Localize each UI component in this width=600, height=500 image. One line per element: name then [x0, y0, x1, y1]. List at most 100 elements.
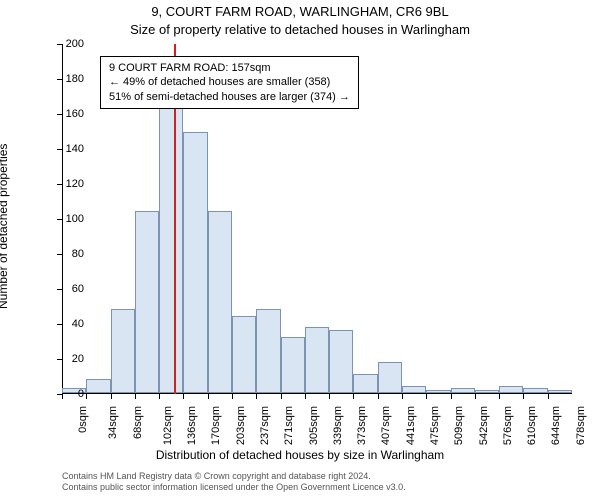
- attribution-footer: Contains HM Land Registry data © Crown c…: [62, 471, 406, 494]
- info-box-line: ← 49% of detached houses are smaller (35…: [109, 75, 350, 89]
- x-tick-label: 102sqm: [162, 406, 174, 445]
- x-tick: [353, 394, 354, 399]
- y-axis-line: [62, 44, 63, 394]
- y-tick: [57, 79, 62, 80]
- y-tick-label: 200: [66, 38, 84, 50]
- y-tick: [57, 324, 62, 325]
- x-tick: [475, 394, 476, 399]
- x-tick-label: 136sqm: [186, 406, 198, 445]
- x-tick: [426, 394, 427, 399]
- x-tick: [329, 394, 330, 399]
- x-tick: [256, 394, 257, 399]
- histogram-bar: [402, 386, 426, 393]
- y-tick-label: 0: [78, 388, 84, 400]
- x-tick: [499, 394, 500, 399]
- y-tick-label: 20: [72, 353, 84, 365]
- x-tick-label: 407sqm: [381, 406, 393, 445]
- x-tick-label: 509sqm: [453, 406, 465, 445]
- y-tick: [57, 289, 62, 290]
- histogram-bar: [305, 327, 329, 394]
- histogram-bar: [86, 379, 110, 393]
- histogram-bar: [329, 330, 353, 393]
- title-text: Size of property relative to detached ho…: [130, 22, 470, 37]
- x-tick: [159, 394, 160, 399]
- info-box: 9 COURT FARM ROAD: 157sqm← 49% of detach…: [100, 56, 359, 109]
- y-tick-label: 60: [72, 283, 84, 295]
- x-tick: [523, 394, 524, 399]
- histogram-bar: [183, 132, 207, 393]
- x-tick: [135, 394, 136, 399]
- y-tick: [57, 44, 62, 45]
- y-axis-label-text: Number of detached properties: [0, 144, 10, 309]
- x-tick: [111, 394, 112, 399]
- x-tick: [402, 394, 403, 399]
- histogram-bar: [426, 390, 450, 394]
- chart-container: 9, COURT FARM ROAD, WARLINGHAM, CR6 9BL …: [0, 0, 600, 500]
- supertitle-text: 9, COURT FARM ROAD, WARLINGHAM, CR6 9BL: [151, 4, 448, 19]
- y-tick-label: 160: [66, 108, 84, 120]
- x-tick-label: 237sqm: [259, 406, 271, 445]
- x-tick: [378, 394, 379, 399]
- info-box-line: 51% of semi-detached houses are larger (…: [109, 90, 350, 104]
- x-tick: [62, 394, 63, 399]
- chart-title: Size of property relative to detached ho…: [0, 22, 600, 37]
- x-tick: [451, 394, 452, 399]
- y-tick-label: 180: [66, 73, 84, 85]
- histogram-bar: [451, 388, 475, 393]
- x-tick-label: 0sqm: [77, 406, 89, 433]
- y-tick: [57, 359, 62, 360]
- histogram-bar: [499, 386, 523, 393]
- x-tick: [305, 394, 306, 399]
- x-tick-label: 542sqm: [478, 406, 490, 445]
- y-tick-label: 100: [66, 213, 84, 225]
- y-tick: [57, 254, 62, 255]
- x-tick-label: 610sqm: [526, 406, 538, 445]
- y-axis-label: Number of detached properties: [0, 144, 10, 309]
- x-axis-label-text: Distribution of detached houses by size …: [156, 448, 444, 462]
- x-tick-label: 475sqm: [429, 406, 441, 445]
- x-tick: [232, 394, 233, 399]
- x-tick: [548, 394, 549, 399]
- y-tick: [57, 149, 62, 150]
- x-tick-label: 271sqm: [283, 406, 295, 445]
- footer-line-1: Contains HM Land Registry data © Crown c…: [62, 471, 406, 483]
- histogram-bar: [281, 337, 305, 393]
- footer-line-2: Contains public sector information licen…: [62, 482, 406, 494]
- info-box-line: 9 COURT FARM ROAD: 157sqm: [109, 61, 350, 75]
- histogram-bar: [232, 316, 256, 393]
- chart-supertitle: 9, COURT FARM ROAD, WARLINGHAM, CR6 9BL: [0, 4, 600, 19]
- x-tick-label: 441sqm: [405, 406, 417, 445]
- histogram-bar: [208, 211, 232, 393]
- y-tick-label: 120: [66, 178, 84, 190]
- x-tick-label: 373sqm: [356, 406, 368, 445]
- plot-area: 0sqm34sqm68sqm102sqm136sqm170sqm203sqm23…: [62, 44, 572, 394]
- x-tick: [281, 394, 282, 399]
- x-tick-label: 34sqm: [107, 406, 119, 439]
- y-tick-label: 40: [72, 318, 84, 330]
- x-tick-label: 68sqm: [132, 406, 144, 439]
- histogram-bar: [378, 362, 402, 394]
- x-tick-label: 203sqm: [235, 406, 247, 445]
- x-tick: [86, 394, 87, 399]
- histogram-bar: [256, 309, 280, 393]
- x-tick: [208, 394, 209, 399]
- y-tick-label: 140: [66, 143, 84, 155]
- x-tick-label: 339sqm: [332, 406, 344, 445]
- histogram-bar: [548, 390, 572, 394]
- x-tick-label: 576sqm: [502, 406, 514, 445]
- x-axis-label: Distribution of detached houses by size …: [0, 448, 600, 462]
- x-tick-label: 678sqm: [575, 406, 587, 445]
- y-tick: [57, 219, 62, 220]
- y-tick-label: 80: [72, 248, 84, 260]
- x-tick: [183, 394, 184, 399]
- x-tick-label: 644sqm: [551, 406, 563, 445]
- histogram-bar: [135, 211, 159, 393]
- x-axis-line: [62, 393, 572, 394]
- y-tick: [57, 184, 62, 185]
- x-tick-label: 305sqm: [308, 406, 320, 445]
- histogram-bar: [159, 96, 183, 394]
- histogram-bar: [523, 388, 547, 393]
- histogram-bar: [111, 309, 135, 393]
- y-tick: [57, 114, 62, 115]
- x-tick-label: 170sqm: [211, 406, 223, 445]
